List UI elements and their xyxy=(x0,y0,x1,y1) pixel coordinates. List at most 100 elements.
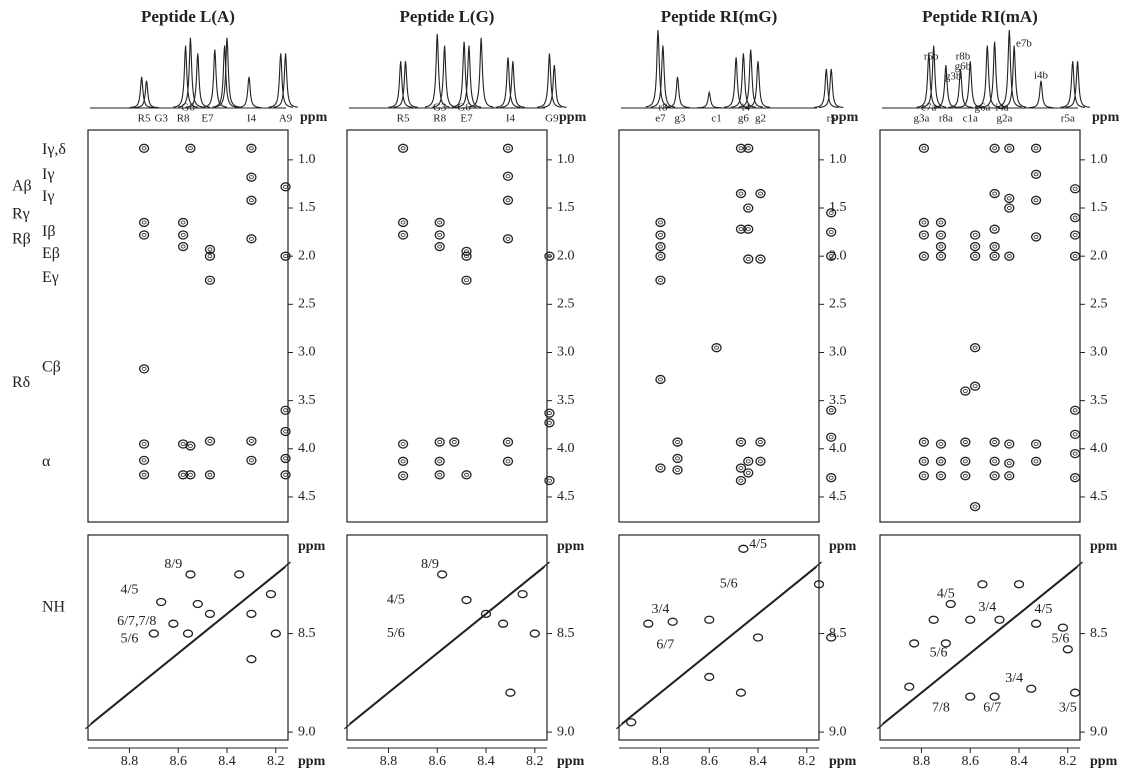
panel-title: Peptide RI(mG) xyxy=(661,7,778,26)
cross-peak xyxy=(935,230,947,240)
panel-title: Peptide L(G) xyxy=(400,7,495,26)
cross-peak xyxy=(1030,619,1042,628)
cross-peak xyxy=(1030,439,1042,449)
cross-peak xyxy=(397,456,409,466)
spectrum-peak xyxy=(1060,61,1085,108)
cross-peak xyxy=(969,251,981,261)
cross-peak xyxy=(989,456,1000,466)
spectrum-peak xyxy=(665,76,690,109)
noe-label: 6/7 xyxy=(983,701,1001,716)
contour-ring xyxy=(972,384,978,389)
cross-peak xyxy=(672,465,683,475)
assignment: g3b xyxy=(945,71,962,83)
y-tick-label: 2.0 xyxy=(298,248,316,263)
cross-peak xyxy=(1069,688,1081,697)
cross-peak xyxy=(204,436,216,446)
contour-ring xyxy=(249,458,254,463)
contour-ring xyxy=(141,232,147,237)
cross-peak xyxy=(1030,143,1042,153)
cross-peak xyxy=(461,595,472,605)
cross-peak xyxy=(1062,645,1073,654)
cross-peak xyxy=(626,718,637,727)
contour-ring xyxy=(249,175,254,180)
contour-ring xyxy=(180,441,186,446)
cross-peak xyxy=(434,456,445,466)
spectrum-peak xyxy=(468,37,494,108)
cross-peak xyxy=(185,441,196,451)
cross-peak xyxy=(969,381,981,391)
contour-ring xyxy=(675,467,680,472)
amide-box xyxy=(618,534,820,741)
cross-peak xyxy=(177,439,189,449)
x-tick-label: 8.8 xyxy=(380,754,398,769)
y-tick-label: 2.0 xyxy=(1090,248,1108,263)
contour-ring xyxy=(437,459,443,464)
contour-ring xyxy=(1006,441,1012,446)
contour-ring xyxy=(283,254,288,259)
y-tick-label: 1.5 xyxy=(829,200,847,215)
cross-peak xyxy=(461,275,472,285)
cross-peak xyxy=(246,143,257,153)
contour-ring xyxy=(921,220,927,225)
x-tick-label: 8.4 xyxy=(218,754,236,769)
assignment: G3 xyxy=(154,113,168,125)
y-tick-label: 1.0 xyxy=(298,152,316,167)
y-tick-label: 1.0 xyxy=(1090,152,1108,167)
y-tick-label: 8.5 xyxy=(298,626,316,641)
contour-ring xyxy=(972,345,978,350)
cross-peak xyxy=(672,437,683,447)
cross-peak xyxy=(434,437,445,447)
contour-ring xyxy=(188,443,193,448)
cross-peak xyxy=(204,244,216,255)
cross-peak xyxy=(918,437,930,447)
cross-peak xyxy=(826,251,837,261)
assignment: G6 xyxy=(457,102,471,114)
contour-ring xyxy=(505,459,511,464)
noe-label: 4/5 xyxy=(937,586,955,601)
x-tick-label: 8.2 xyxy=(798,754,816,769)
contour-ring xyxy=(745,470,751,475)
cross-peak xyxy=(246,455,257,466)
cross-peak xyxy=(397,439,409,449)
assignment: g6a xyxy=(974,102,990,114)
cross-peak xyxy=(434,217,445,228)
cross-peak xyxy=(1069,405,1081,415)
cross-peak xyxy=(265,589,277,599)
contour-ring xyxy=(938,473,944,478)
contour-ring xyxy=(658,466,663,471)
cross-peak xyxy=(461,470,472,480)
contour-ring xyxy=(1006,254,1012,259)
contour-ring xyxy=(1006,206,1012,211)
contour-ring xyxy=(141,472,147,477)
cross-peak xyxy=(945,599,956,609)
contour-ring xyxy=(180,244,186,249)
y-tick-label: 3.0 xyxy=(829,345,847,360)
row-label: Cβ xyxy=(42,359,61,376)
cross-peak xyxy=(280,426,291,437)
spectrum-peak xyxy=(214,37,240,108)
assignment: g2a xyxy=(996,113,1012,125)
cross-peak xyxy=(655,251,666,261)
assignment: I4 xyxy=(506,113,516,125)
assignment: I4 xyxy=(247,113,257,125)
spectrum-peak xyxy=(134,80,159,109)
contour-ring xyxy=(738,191,744,196)
cross-peak xyxy=(826,405,837,415)
cross-peak xyxy=(502,143,514,153)
x-tick-label: 8.8 xyxy=(121,754,139,769)
cross-peak xyxy=(138,470,150,480)
contour-ring xyxy=(400,220,406,225)
contour-ring xyxy=(738,440,744,445)
diagonal xyxy=(882,561,1083,725)
y-tick-label: 2.5 xyxy=(557,297,575,312)
cross-peak xyxy=(1069,429,1081,440)
assignment: e7 xyxy=(655,113,666,125)
x-tick-label: 8.6 xyxy=(428,754,446,769)
y-tick-label: 2.0 xyxy=(829,248,847,263)
cross-peak xyxy=(1013,580,1025,589)
assignment: r5 xyxy=(827,113,837,125)
assignment: G9 xyxy=(545,113,559,125)
contour-ring xyxy=(938,244,944,249)
cross-peak xyxy=(204,275,216,285)
